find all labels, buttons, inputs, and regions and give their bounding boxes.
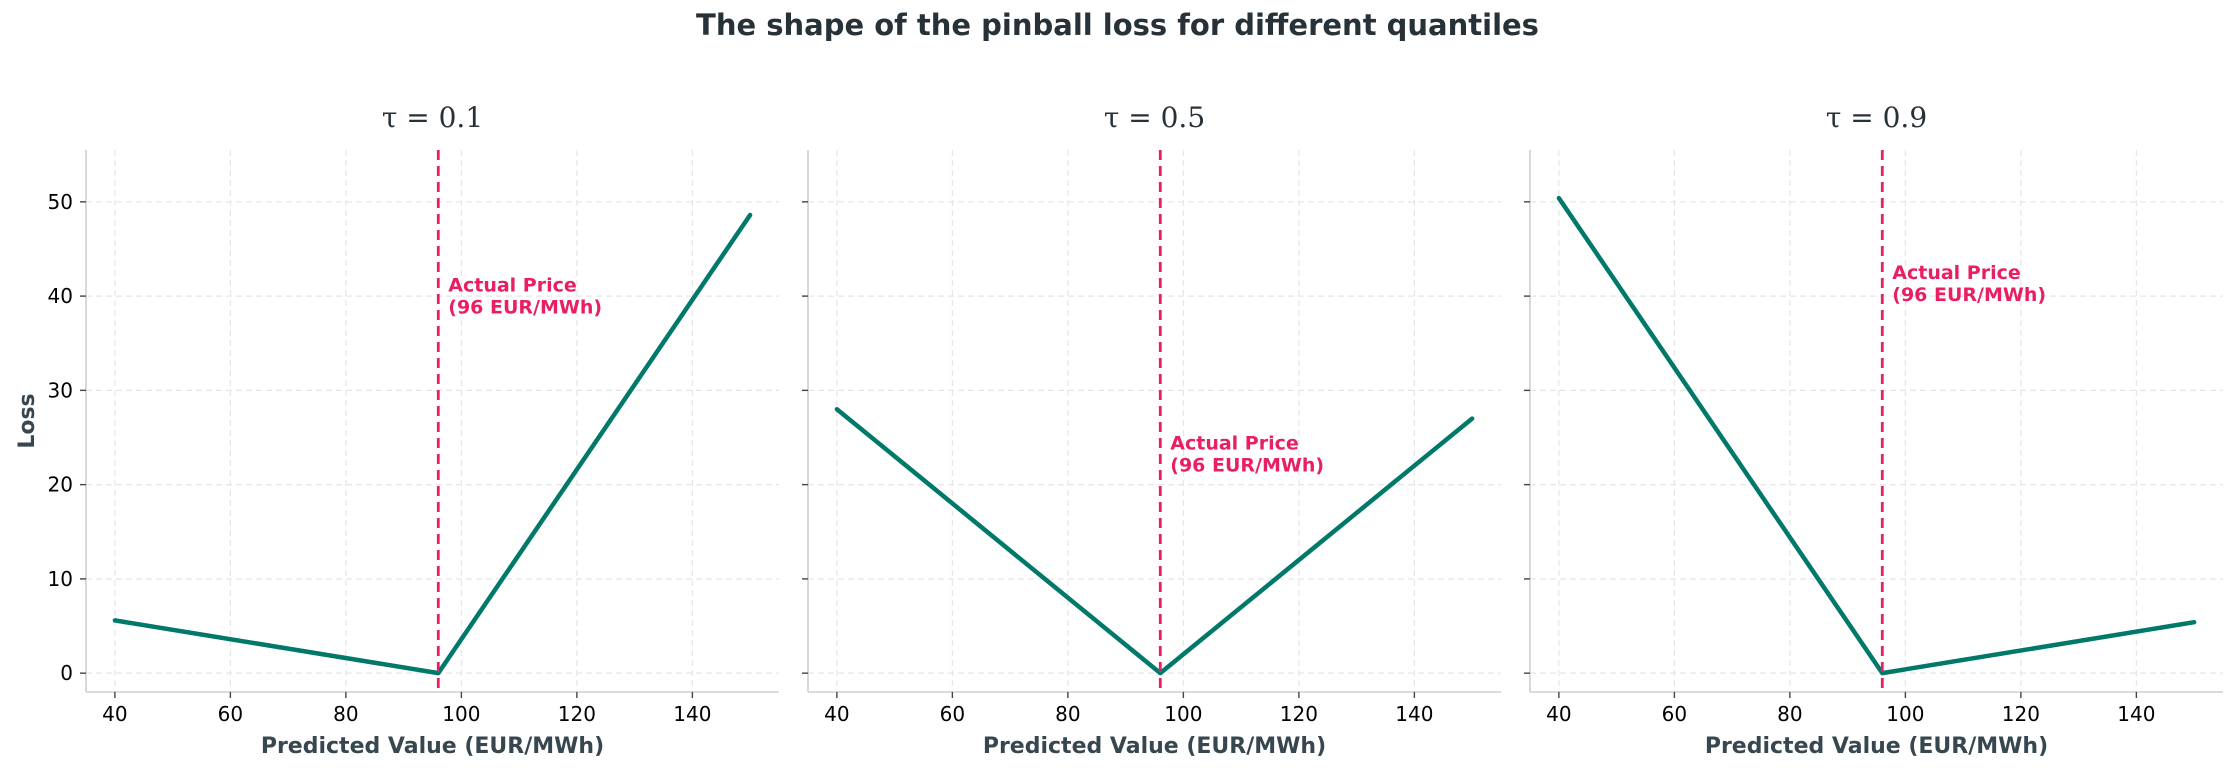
pinball-loss-line: [112, 212, 753, 676]
x-tick-label: 100: [442, 702, 480, 726]
x-tick-label: 60: [1662, 702, 1687, 726]
y-tick-label: 20: [48, 473, 73, 497]
pinball-loss-line: [834, 406, 1475, 676]
x-tick-label: 80: [1055, 702, 1080, 726]
panel-3: 40 60 80 100 120 140 Predicted Value (EUR/MWh)…: [1524, 101, 2223, 759]
x-tick-label: 40: [1546, 702, 1571, 726]
x-tick-label: 140: [1395, 702, 1433, 726]
x-tick-label: 120: [1280, 702, 1318, 726]
x-tick-label: 60: [940, 702, 965, 726]
y-tick-label: 10: [48, 567, 73, 591]
panel-title: τ = 0.9: [1826, 101, 1927, 134]
x-axis-label: Predicted Value (EUR/MWh): [1705, 734, 2048, 759]
x-tick-label: 60: [218, 702, 243, 726]
x-tick-label: 140: [2117, 702, 2155, 726]
x-tick-label: 100: [1886, 702, 1924, 726]
panel-1: 40 60 80 100 120 140 0 10 20 30 40 50 Predicted Valu…: [15, 101, 779, 759]
x-axis-label: Predicted Value (EUR/MWh): [261, 734, 604, 759]
actual-price-annotation: Actual Price (96 EUR/MWh): [1170, 433, 1324, 477]
x-tick-label: 120: [558, 702, 596, 726]
figure-title: The shape of the pinball loss for differ…: [696, 8, 1539, 42]
panel-title: τ = 0.5: [1104, 101, 1205, 134]
y-tick-label: 40: [48, 284, 73, 308]
panel-title: τ = 0.1: [382, 101, 483, 134]
x-tick-label: 80: [333, 702, 358, 726]
x-tick-label: 40: [824, 702, 849, 726]
x-tick-label: 100: [1164, 702, 1202, 726]
x-tick-label: 80: [1777, 702, 1802, 726]
x-tick-label: 120: [2002, 702, 2040, 726]
x-tick-label: 40: [102, 702, 127, 726]
actual-price-annotation: Actual Price (96 EUR/MWh): [1892, 262, 2046, 306]
panel-2: 40 60 80 100 120 140 Predicted Value (EUR/MWh)…: [802, 101, 1501, 759]
x-tick-label: 140: [673, 702, 711, 726]
pinball-loss-line: [1556, 195, 2197, 676]
y-axis-label: Loss: [15, 393, 40, 448]
y-tick-label: 0: [60, 661, 73, 685]
x-axis-label: Predicted Value (EUR/MWh): [983, 734, 1326, 759]
y-tick-label: 50: [48, 190, 73, 214]
actual-price-annotation: Actual Price (96 EUR/MWh): [448, 274, 602, 318]
y-tick-label: 30: [48, 378, 73, 402]
